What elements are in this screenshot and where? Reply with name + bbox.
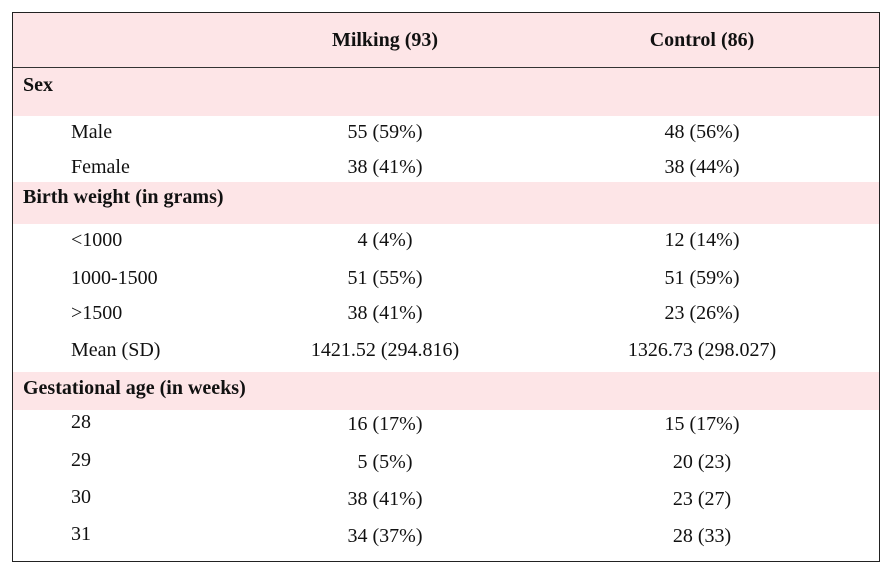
table-row: 29 5 (5%) 20 (23) <box>71 449 732 473</box>
table-row: 30 38 (41%) 23 (27) <box>71 486 732 510</box>
row-label: <1000 <box>71 229 123 251</box>
row-label: 29 <box>71 449 91 471</box>
section-title: Gestational age (in weeks) <box>23 377 246 399</box>
table-header: Milking (93) Control (86) <box>13 13 879 67</box>
row-label: Female <box>71 156 130 178</box>
row-label: 31 <box>71 523 91 545</box>
section-title: Sex <box>23 74 53 96</box>
table-row: 31 34 (37%) 28 (33) <box>71 523 732 547</box>
section-header-sex: Sex <box>13 68 879 116</box>
table-row: Male 55 (59%) 48 (56%) <box>71 121 740 143</box>
row-label: Male <box>71 121 113 143</box>
row-label: Mean (SD) <box>71 339 161 361</box>
table-row: 1000-1500 51 (55%) 51 (59%) <box>71 267 740 289</box>
row-label: 28 <box>71 411 91 433</box>
table-row: <1000 4 (4%) 12 (14%) <box>71 229 740 251</box>
section-title: Birth weight (in grams) <box>23 186 224 208</box>
table-row: Mean (SD) 1421.52 (294.816) 1326.73 (298… <box>71 339 777 361</box>
header-divider <box>13 67 879 68</box>
section-header-birth-weight: Birth weight (in grams) <box>13 182 879 224</box>
data-table: Milking (93) Control (86) Sex Male 55 (5… <box>12 12 880 562</box>
table-row: Female 38 (41%) 38 (44%) <box>71 156 740 178</box>
row-label: 30 <box>71 486 91 508</box>
section-header-gestational-age: Gestational age (in weeks) <box>13 372 879 410</box>
row-label: 1000-1500 <box>71 267 158 289</box>
table-row: >1500 38 (41%) 23 (26%) <box>71 302 740 324</box>
table-row: 28 16 (17%) 15 (17%) <box>71 411 740 435</box>
row-label: >1500 <box>71 302 123 324</box>
